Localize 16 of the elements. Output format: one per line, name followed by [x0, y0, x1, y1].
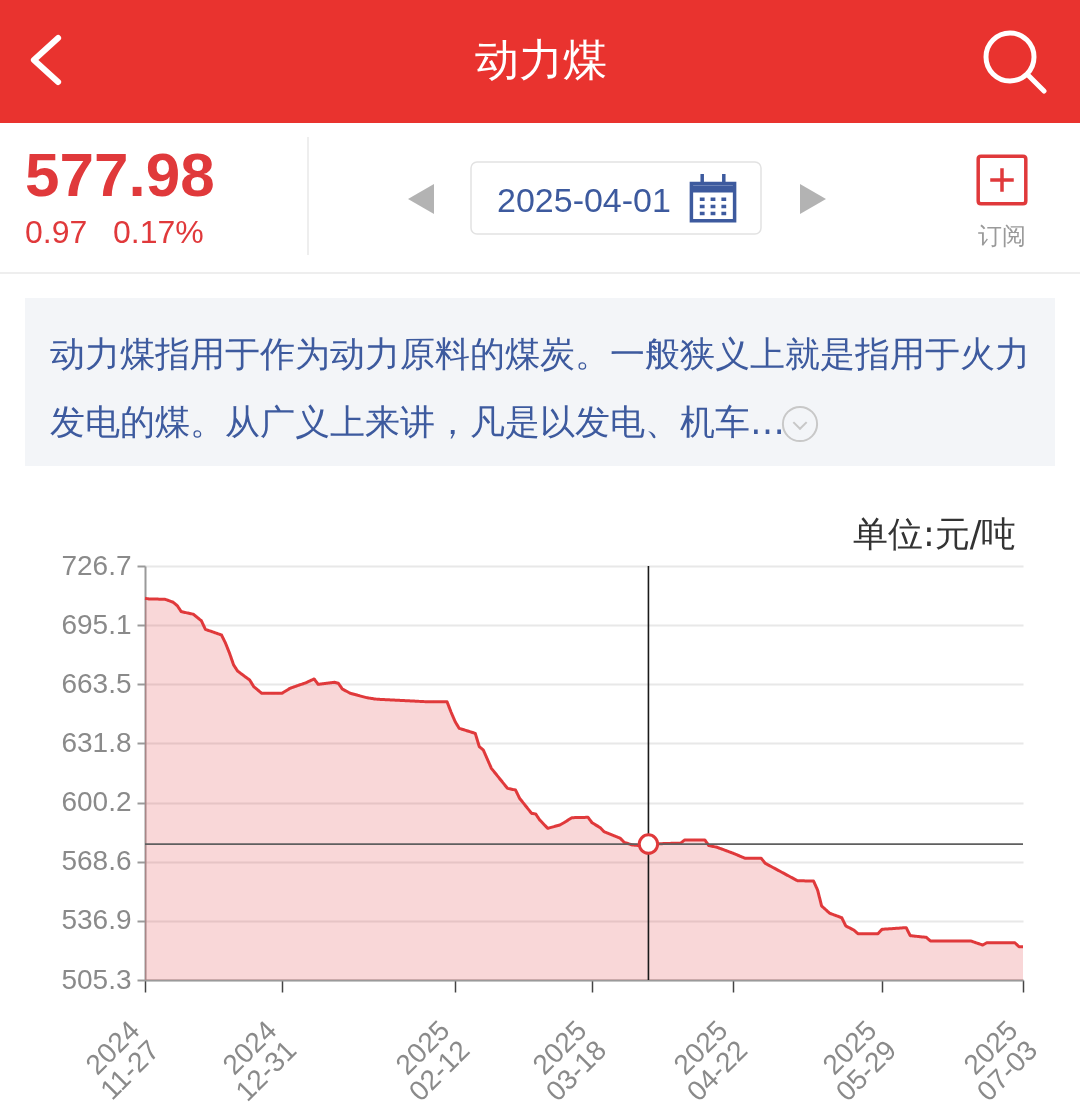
y-tick-label: 631.8 — [61, 726, 132, 758]
text: 577.98 — [25, 140, 215, 209]
text: 0.17% — [113, 214, 204, 250]
y-tick-label: 505.3 — [61, 963, 132, 995]
y-tick-label: 536.9 — [61, 904, 132, 936]
text: 0.97 — [25, 214, 88, 250]
chart-title: 动力煤 — [475, 34, 607, 85]
text: 2025-04-01 — [497, 181, 671, 219]
y-tick-label: 568.6 — [61, 845, 132, 877]
y-tick-label: 600.2 — [61, 786, 132, 818]
y-tick-label: 663.5 — [61, 667, 132, 699]
text: 动力煤指用于作为动力原料的煤炭。一般狭义上就是指用于火力发电的煤。从广义上来讲，凡是以发电、机车… — [50, 334, 1030, 442]
y-tick-label: 695.1 — [61, 608, 132, 640]
y-axis-title: 单位:元/吨 — [852, 513, 1017, 554]
y-tick-label: 726.7 — [61, 549, 132, 581]
text: 订阅 — [978, 222, 1026, 250]
